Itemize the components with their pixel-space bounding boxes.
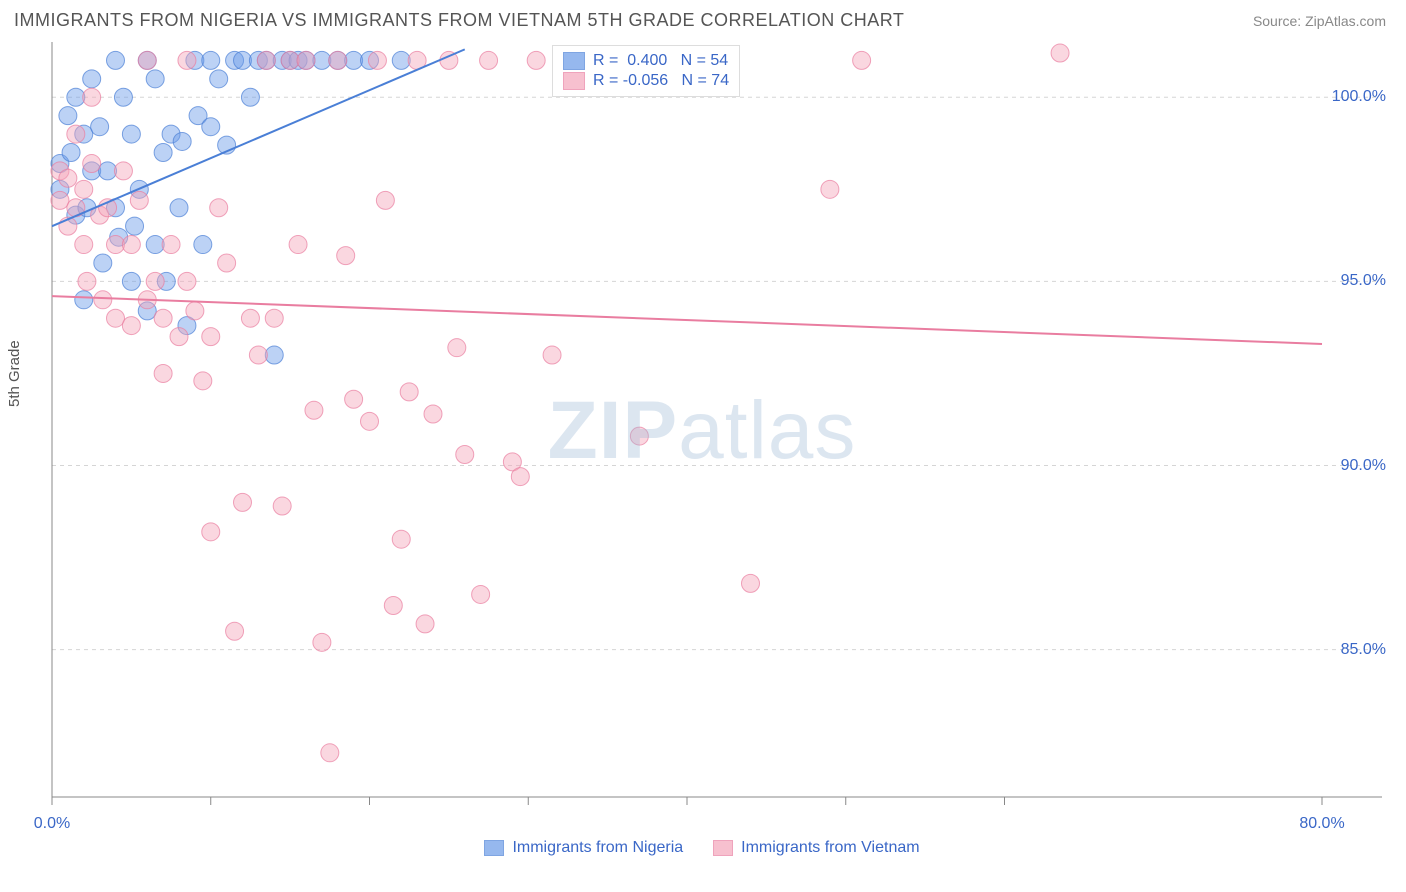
swatch-nigeria [563,52,585,70]
legend-item-nigeria: Immigrants from Nigeria [484,839,683,857]
legend-item-vietnam: Immigrants from Vietnam [713,839,919,857]
swatch-vietnam-bottom [713,840,733,856]
y-axis-label: 5th Grade [6,340,23,407]
legend-row-nigeria: R = 0.400 N = 54 [563,52,729,70]
series-legend: Immigrants from Nigeria Immigrants from … [12,839,1392,857]
source-attribution: Source: ZipAtlas.com [1253,13,1386,29]
correlation-legend: R = 0.400 N = 54 R = -0.056 N = 74 [552,45,740,97]
chart-title: IMMIGRANTS FROM NIGERIA VS IMMIGRANTS FR… [14,10,904,31]
legend-row-vietnam: R = -0.056 N = 74 [563,72,729,90]
swatch-nigeria-bottom [484,840,504,856]
scatter-plot-svg [12,37,1392,827]
swatch-vietnam [563,72,585,90]
legend-label-vietnam: Immigrants from Vietnam [741,839,919,857]
legend-label-nigeria: Immigrants from Nigeria [512,839,683,857]
x-axis-tick-labels: 0.0%80.0% [12,815,1392,835]
chart-container: 5th Grade ZIPatlas R = 0.400 N = 54 R = … [12,37,1392,857]
